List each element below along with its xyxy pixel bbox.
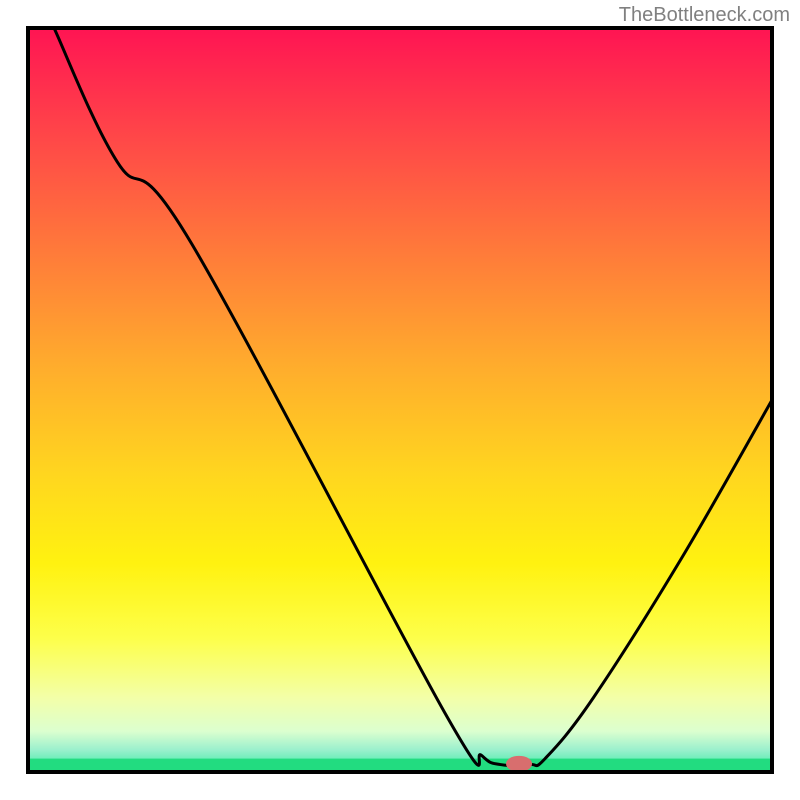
chart-background [28, 28, 772, 772]
watermark-text: TheBottleneck.com [619, 4, 790, 27]
bottleneck-chart [0, 0, 800, 800]
chart-bottom-strip [28, 759, 772, 772]
optimal-marker [506, 756, 532, 772]
